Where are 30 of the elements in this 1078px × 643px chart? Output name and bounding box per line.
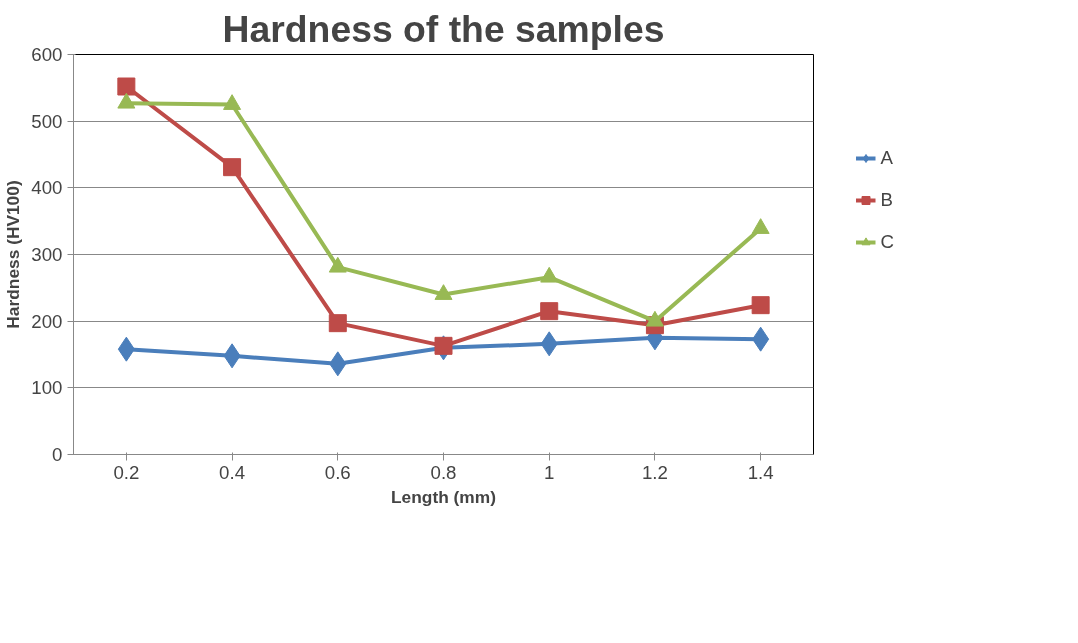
x-tick-label: 0.8 [430,461,457,483]
point [540,302,559,321]
x-tick-label: 0.4 [219,461,246,483]
point [223,94,242,110]
y-tick-label: 200 [31,310,63,332]
point [434,336,453,355]
point [328,256,347,273]
y-tick-label: 0 [52,444,63,465]
y-tick-label: 500 [31,110,63,132]
x-tick-label: 0.6 [324,461,351,483]
y-tick-label: 600 [31,44,63,65]
y-tick-label: 100 [31,377,63,399]
y-tick-label: 300 [31,244,63,265]
legend-label: A [880,146,894,169]
x-tick-label: 0.2 [113,461,140,483]
point [751,218,770,234]
point [434,284,453,300]
x-tick-label: 1 [544,461,555,483]
legend-label: B [880,188,894,211]
y-tick-label: 400 [31,177,63,199]
point [540,266,559,283]
point [117,92,136,109]
x-axis-title: Length (mm) [391,486,496,507]
y-axis-title: Hardness (HV100) [3,180,24,329]
chart-title: Hardness of the samples [222,7,665,50]
point [328,314,347,333]
x-tick-label: 1.4 [747,461,774,483]
legend-label: C [880,230,895,253]
point [751,296,770,315]
x-tick-label: 1.2 [641,461,668,483]
